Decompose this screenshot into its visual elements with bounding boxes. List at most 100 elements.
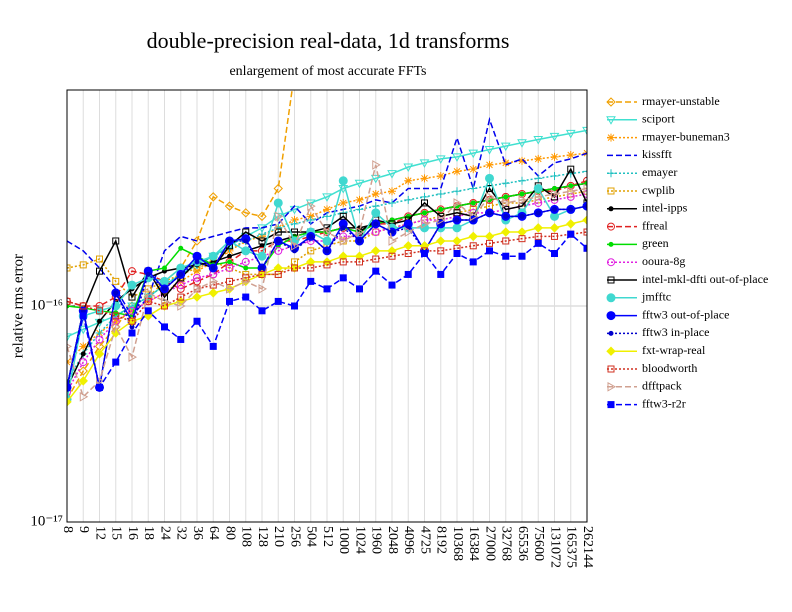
marker	[323, 227, 333, 237]
marker	[112, 312, 120, 320]
x-tick-label: 210	[271, 526, 286, 547]
legend-label: fftw3 out-of-place	[642, 307, 729, 321]
marker	[128, 352, 138, 362]
marker	[161, 302, 168, 310]
marker	[436, 171, 445, 180]
marker	[128, 317, 136, 325]
marker	[452, 223, 462, 233]
marker	[470, 200, 476, 206]
x-tick-label: 15	[109, 526, 124, 540]
marker	[339, 258, 347, 266]
marker	[162, 265, 167, 271]
marker	[468, 231, 478, 242]
legend-label: rmayer-buneman3	[642, 129, 730, 143]
marker	[469, 258, 477, 266]
marker	[355, 195, 364, 204]
marker	[502, 237, 510, 245]
marker	[567, 186, 576, 197]
marker	[549, 223, 560, 233]
marker	[453, 250, 461, 258]
series-line	[67, 205, 587, 388]
marker	[95, 335, 104, 344]
marker	[388, 236, 398, 246]
marker	[582, 215, 587, 225]
marker	[550, 171, 559, 180]
marker	[371, 190, 380, 199]
marker	[177, 293, 185, 301]
legend-label: fftw3-r2r	[642, 396, 686, 410]
marker	[273, 263, 283, 273]
marker	[292, 248, 297, 254]
x-tick-label: 108	[239, 526, 254, 547]
marker	[582, 126, 587, 136]
marker	[567, 165, 575, 173]
x-tick-label: 80	[222, 526, 237, 540]
marker	[606, 116, 616, 125]
marker	[291, 264, 298, 272]
marker	[607, 258, 615, 267]
marker	[403, 163, 414, 173]
marker	[583, 176, 587, 185]
marker	[519, 191, 525, 197]
marker	[193, 317, 201, 325]
marker	[518, 235, 526, 243]
marker	[291, 302, 298, 310]
marker	[607, 381, 617, 392]
marker	[112, 322, 121, 332]
marker	[274, 228, 282, 236]
marker	[144, 297, 152, 305]
marker	[533, 223, 543, 233]
marker	[517, 139, 527, 148]
marker	[339, 198, 348, 207]
marker	[453, 167, 461, 176]
marker	[97, 318, 102, 324]
marker	[162, 286, 167, 292]
marker	[67, 387, 71, 396]
marker	[420, 174, 429, 183]
x-tick-label: 1000	[336, 526, 351, 554]
marker	[437, 270, 445, 278]
x-tick-label: 32768	[499, 526, 514, 561]
plot-frame	[66, 89, 588, 523]
marker	[243, 265, 249, 271]
marker	[274, 211, 284, 222]
marker	[258, 237, 266, 245]
legend: rmayer-unstable sciport rmayer-buneman3 kis…	[606, 94, 768, 410]
marker	[80, 351, 86, 357]
legend-label: bloodworth	[642, 361, 697, 375]
marker	[469, 242, 477, 250]
marker	[500, 142, 511, 152]
marker	[354, 179, 365, 189]
marker	[551, 189, 560, 199]
marker	[566, 151, 575, 160]
marker	[306, 257, 316, 267]
marker	[533, 135, 544, 145]
marker	[226, 277, 233, 285]
marker	[257, 224, 267, 233]
x-tick-label: 131072	[547, 526, 562, 568]
marker	[469, 184, 478, 193]
marker	[371, 246, 381, 256]
marker	[79, 302, 87, 310]
marker	[519, 213, 525, 219]
marker	[145, 271, 151, 277]
x-tick-label: 12	[92, 526, 107, 540]
marker	[113, 290, 119, 296]
marker	[323, 212, 331, 221]
marker	[226, 297, 233, 305]
marker	[96, 267, 103, 275]
marker	[307, 277, 315, 285]
marker	[486, 192, 495, 202]
marker	[192, 292, 202, 302]
marker	[356, 227, 365, 237]
marker	[487, 210, 492, 216]
plot-area	[67, 90, 587, 407]
marker	[127, 280, 137, 290]
x-tick-label: 4096	[401, 526, 416, 554]
marker	[486, 184, 493, 192]
marker	[404, 195, 413, 204]
marker	[356, 258, 363, 266]
x-tick-label: 10368	[450, 526, 465, 561]
marker	[608, 330, 614, 336]
series-line	[67, 164, 587, 399]
